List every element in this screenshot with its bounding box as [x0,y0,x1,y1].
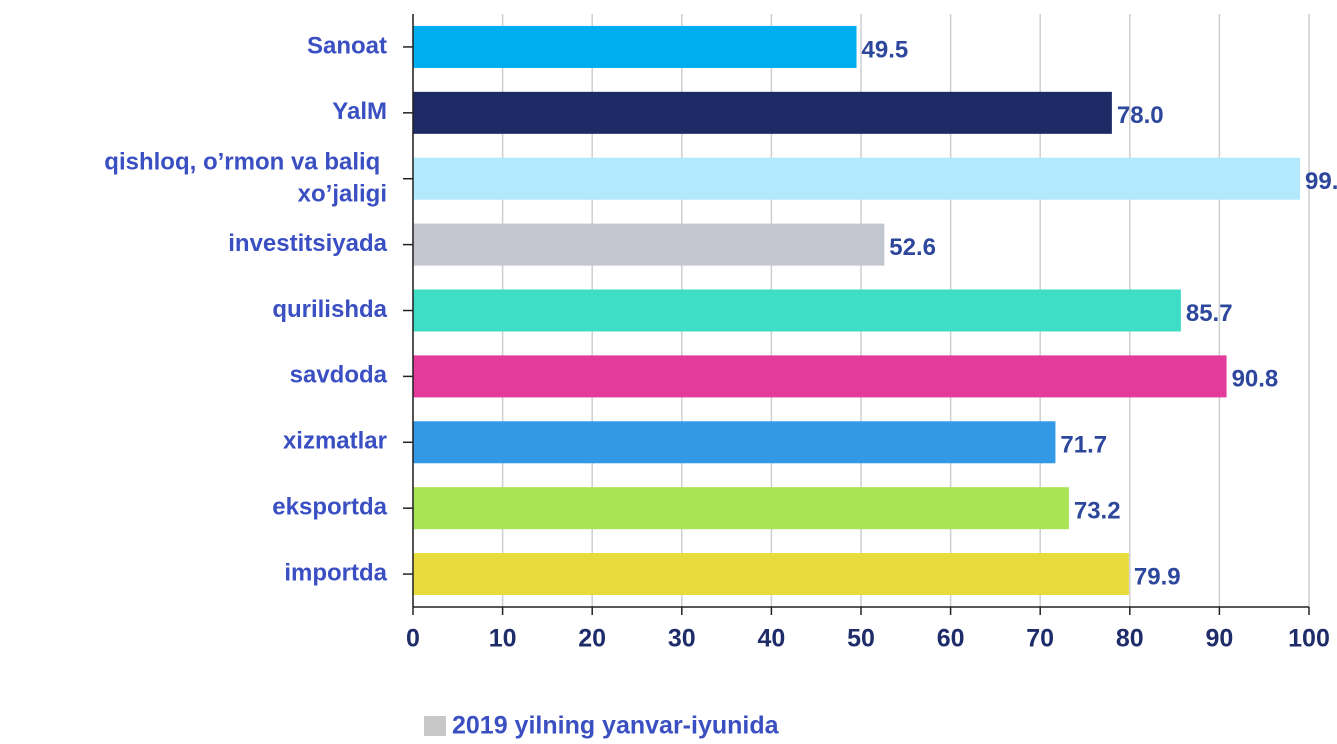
y-tick-label: YalM [332,98,387,125]
bar [413,157,1301,200]
value-label: 85.7 [1186,300,1233,327]
x-tick-label: 10 [489,625,517,653]
x-tick-label: 0 [406,625,420,653]
bar [413,91,1112,134]
value-label: 79.9 [1134,563,1181,590]
bar [413,421,1056,464]
y-tick-label: importda [284,559,387,586]
bar [413,223,885,266]
x-tick-label: 40 [757,625,785,653]
y-tick-label: Sanoat [307,32,387,59]
x-tick-label: 30 [668,625,696,653]
x-tick-label: 100 [1288,625,1330,653]
y-tick-label: qishloq, o’rmon va baliq xo’jaligi [104,149,387,208]
x-tick-label: 60 [937,625,965,653]
bar [413,487,1069,530]
y-tick-label: qurilishda [272,296,387,323]
y-tick-label: eksportda [272,494,387,521]
bar [413,289,1181,332]
y-tick-label: xizmatlar [283,428,387,455]
x-tick-label: 90 [1205,625,1233,653]
bar [413,355,1227,398]
x-tick-label: 50 [847,625,875,653]
value-label: 78.0 [1117,102,1164,129]
legend-label: 2019 yilning yanvar-iyunida [452,712,780,740]
bar [413,25,857,68]
x-tick-label: 70 [1026,625,1054,653]
y-tick-label: investitsiyada [228,230,387,257]
bar [413,553,1129,596]
y-tick-label: savdoda [290,362,388,389]
value-label: 71.7 [1060,432,1107,459]
value-label: 52.6 [889,234,936,261]
value-label: 90.8 [1232,366,1279,393]
x-tick-label: 20 [578,625,606,653]
value-label: 49.5 [862,36,909,63]
x-tick-label: 80 [1116,625,1144,653]
value-label: 73.2 [1074,498,1121,525]
value-label: 99.0 [1305,168,1337,195]
legend-swatch [424,716,446,736]
